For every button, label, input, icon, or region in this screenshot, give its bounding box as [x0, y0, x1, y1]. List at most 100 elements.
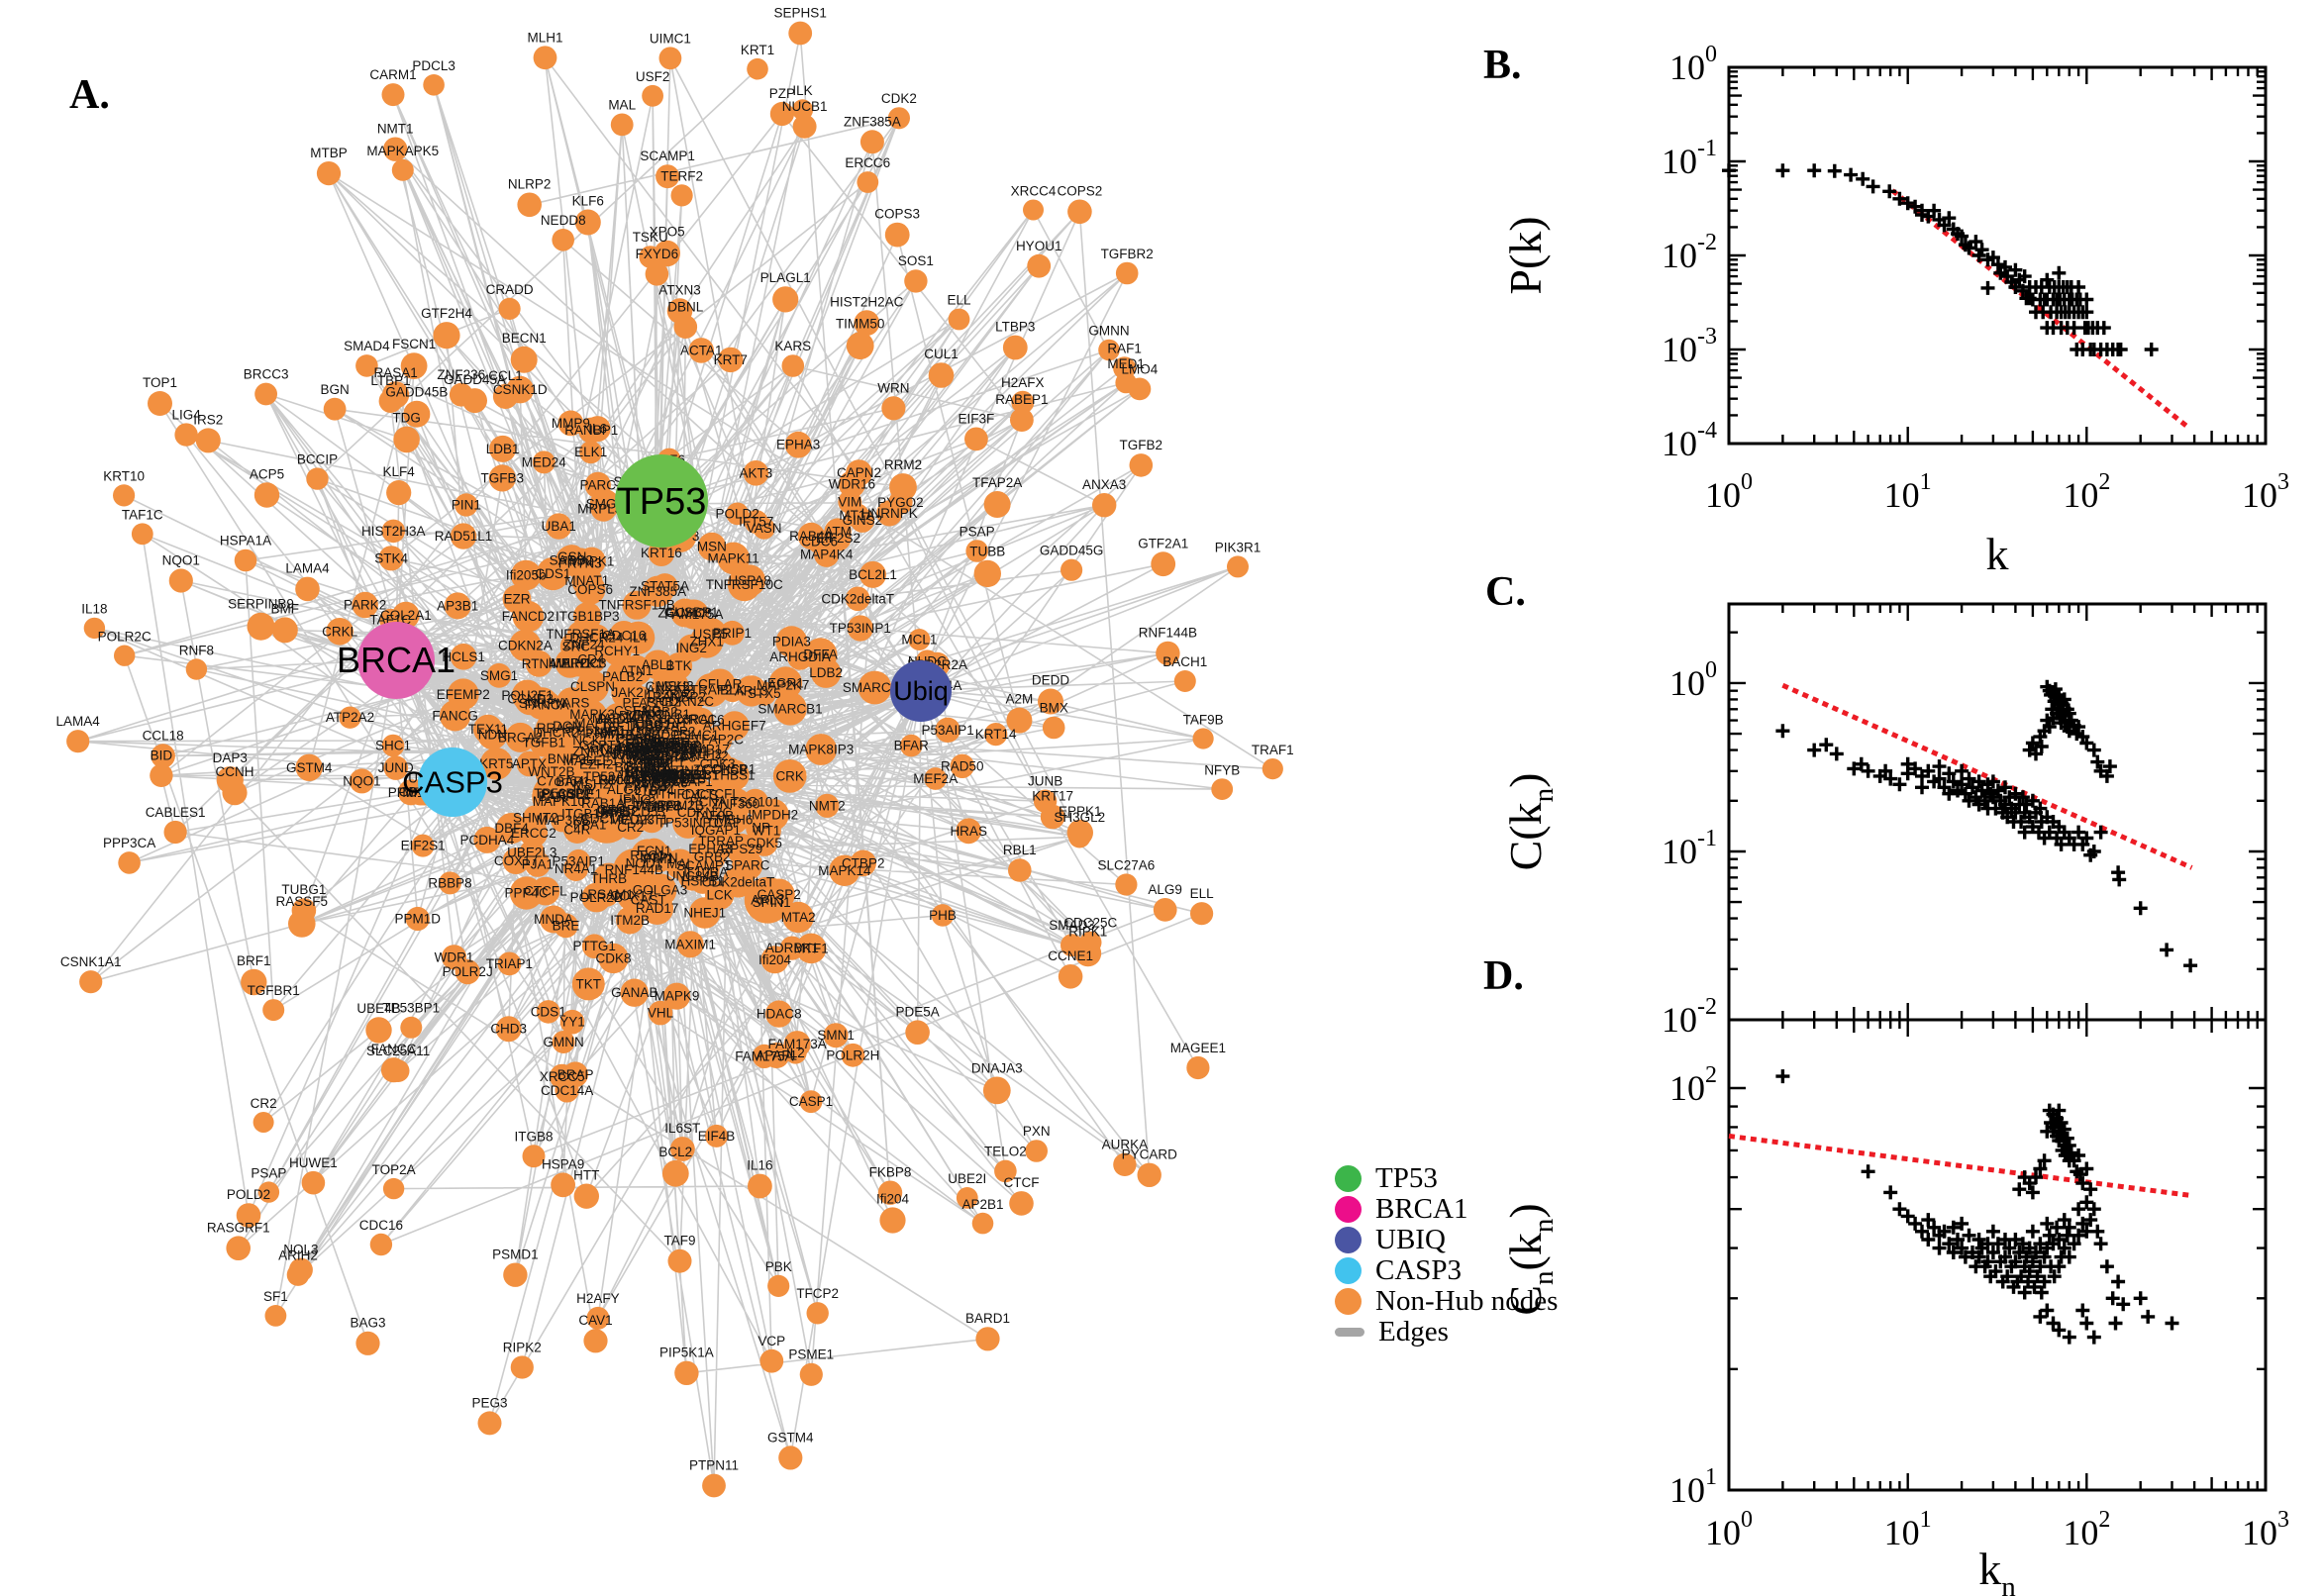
network-node[interactable] [704, 668, 736, 700]
network-node[interactable] [643, 873, 677, 907]
network-node[interactable] [241, 968, 267, 996]
network-node[interactable] [378, 389, 403, 413]
network-node[interactable] [393, 426, 420, 453]
network-node[interactable] [168, 568, 193, 593]
network-node[interactable] [935, 717, 960, 743]
network-node[interactable] [439, 700, 471, 732]
network-node[interactable] [559, 1009, 585, 1035]
network-node[interactable] [262, 999, 285, 1022]
network-node[interactable] [526, 687, 558, 720]
network-node[interactable] [400, 1016, 423, 1039]
network-node[interactable] [705, 1124, 728, 1147]
network-node[interactable] [254, 382, 277, 406]
network-node[interactable] [752, 1044, 777, 1068]
network-node[interactable] [613, 722, 639, 748]
network-node[interactable] [555, 1078, 579, 1103]
network-node[interactable] [510, 1355, 534, 1379]
network-node[interactable] [881, 396, 906, 421]
network-node[interactable] [391, 158, 414, 181]
network-node[interactable] [888, 490, 913, 515]
network-node[interactable] [841, 1043, 865, 1067]
network-node[interactable] [661, 1159, 689, 1187]
network-node[interactable] [797, 522, 825, 550]
network-node[interactable] [781, 354, 805, 377]
network-node[interactable] [339, 706, 361, 729]
network-node[interactable] [924, 767, 948, 790]
network-node[interactable] [1060, 558, 1083, 581]
network-node[interactable] [688, 338, 714, 363]
network-node[interactable] [555, 714, 579, 739]
network-node[interactable] [150, 763, 173, 787]
network-node[interactable] [734, 564, 766, 597]
network-node[interactable] [904, 269, 928, 293]
network-node[interactable] [598, 797, 629, 828]
network-node[interactable] [971, 1212, 994, 1235]
network-node[interactable] [1211, 778, 1234, 800]
network-node[interactable] [551, 1172, 575, 1198]
network-node[interactable] [783, 1031, 811, 1058]
network-node[interactable] [769, 101, 795, 127]
network-node[interactable] [645, 262, 669, 286]
network-node[interactable] [355, 354, 378, 377]
network-node[interactable] [772, 286, 799, 313]
network-node[interactable] [674, 704, 705, 735]
network-node[interactable] [582, 624, 611, 651]
network-node[interactable] [1262, 758, 1283, 780]
network-node[interactable] [769, 671, 797, 699]
network-node[interactable] [381, 519, 406, 544]
network-node[interactable] [550, 778, 582, 811]
network-node[interactable] [823, 1023, 849, 1048]
network-node[interactable] [449, 382, 473, 407]
network-node[interactable] [369, 1233, 393, 1256]
network-node[interactable] [495, 1016, 522, 1043]
network-node[interactable] [383, 755, 409, 780]
network-node[interactable] [1011, 390, 1035, 414]
network-node[interactable] [718, 347, 744, 373]
network-node[interactable] [79, 970, 103, 994]
network-node[interactable] [747, 57, 768, 80]
network-node[interactable] [803, 638, 838, 672]
network-node[interactable] [195, 428, 221, 453]
network-node[interactable] [720, 711, 750, 741]
network-node[interactable] [642, 575, 673, 607]
network-node[interactable] [646, 696, 677, 728]
network-node[interactable] [948, 308, 970, 331]
network-node[interactable] [859, 560, 886, 588]
network-node[interactable] [66, 730, 90, 753]
network-node[interactable] [677, 634, 705, 662]
network-node[interactable] [579, 441, 603, 464]
network-node[interactable] [574, 574, 606, 605]
network-node[interactable] [984, 723, 1008, 747]
network-node[interactable] [574, 209, 601, 236]
network-node[interactable] [400, 352, 428, 379]
network-node[interactable] [1137, 1162, 1162, 1188]
network-node[interactable] [928, 362, 955, 388]
network-node[interactable] [1074, 940, 1102, 967]
network-node[interactable] [573, 602, 602, 631]
network-node[interactable] [253, 482, 280, 508]
network-node[interactable] [163, 820, 187, 845]
network-node[interactable] [573, 1183, 599, 1209]
network-node[interactable] [784, 431, 812, 458]
network-node[interactable] [488, 464, 516, 492]
network-node[interactable] [480, 748, 513, 780]
network-node[interactable] [673, 315, 698, 340]
network-node[interactable] [378, 546, 404, 571]
network-node[interactable] [405, 906, 430, 932]
network-node[interactable] [473, 826, 501, 853]
network-node[interactable] [503, 1262, 528, 1287]
network-node[interactable] [216, 766, 244, 794]
network-node[interactable] [877, 1180, 903, 1205]
network-node[interactable] [778, 1446, 803, 1470]
network-node[interactable] [546, 513, 572, 540]
network-node[interactable] [617, 881, 647, 911]
network-node[interactable] [525, 851, 551, 877]
network-node[interactable] [858, 670, 892, 705]
network-node[interactable] [643, 649, 673, 680]
network-node[interactable] [1008, 858, 1032, 882]
network-node[interactable] [174, 423, 198, 447]
network-node[interactable] [799, 1362, 823, 1386]
network-node[interactable] [355, 1331, 380, 1355]
network-node[interactable] [1067, 199, 1092, 225]
network-node[interactable] [674, 1360, 699, 1386]
